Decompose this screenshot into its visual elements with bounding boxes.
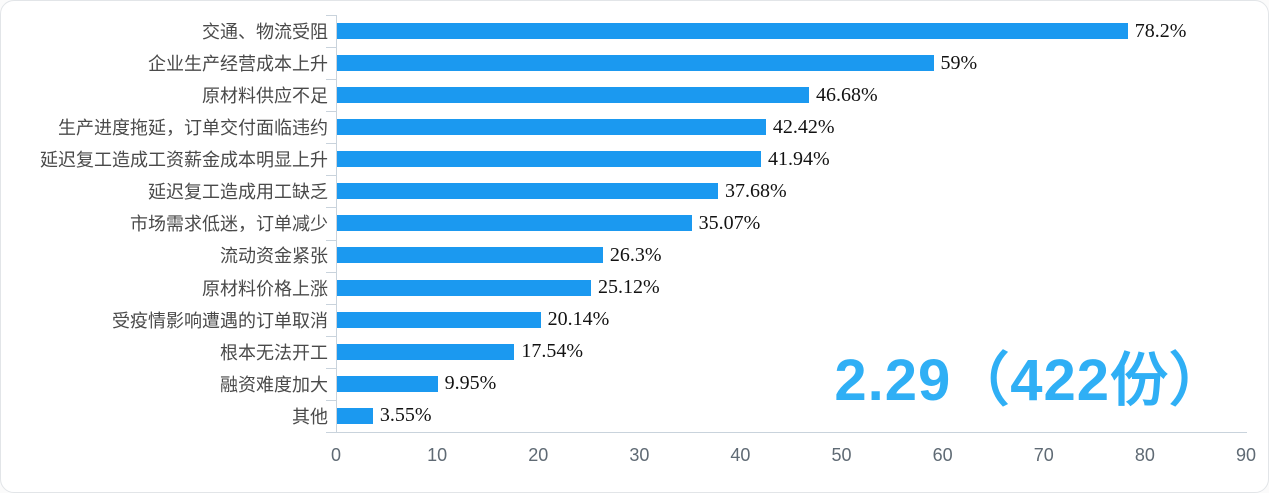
bar (337, 375, 438, 392)
x-axis-tick-label: 80 (1134, 445, 1155, 465)
y-axis-tick (326, 367, 336, 369)
category-label: 受疫情影响遭遇的订单取消 (112, 310, 328, 331)
x-axis-tick-label: 10 (427, 445, 448, 465)
y-axis-tick (326, 271, 336, 273)
bar (337, 247, 603, 264)
y-axis-tick (326, 175, 336, 177)
category-label: 根本无法开工 (220, 342, 328, 363)
bar-value-label: 17.54% (521, 340, 584, 363)
bar-chart-plot-area: 78.2% 59% 46.68% 42.42% 41.94% 37.68% 35.07% 26… (326, 15, 1247, 433)
y-axis-tick (326, 432, 336, 433)
bar-row: 59% (337, 47, 1247, 79)
bar (337, 183, 718, 200)
bar-value-label: 37.68% (724, 179, 787, 202)
bar-value-label: 46.68% (815, 83, 878, 106)
y-axis-tick (326, 239, 336, 241)
bar-row: 37.68% (337, 175, 1247, 207)
y-axis-tick (326, 143, 336, 145)
bar-value-label: 41.94% (768, 147, 830, 170)
bar-row: 42.42% (337, 111, 1247, 143)
bar (337, 55, 934, 72)
x-axis-tick-label: 30 (629, 445, 650, 465)
bar-value-label: 78.2% (1134, 19, 1187, 42)
x-axis-tick-label: 40 (730, 445, 751, 465)
category-label: 融资难度加大 (220, 374, 328, 395)
bar-value-label: 59% (940, 51, 978, 74)
y-axis-tick (326, 47, 336, 49)
bar-row: 46.68% (337, 79, 1247, 111)
x-axis-tick-label: 90 (1235, 445, 1257, 465)
bar-row: 25.12% (337, 272, 1247, 304)
bar (337, 87, 809, 104)
y-axis-tick (326, 111, 336, 113)
category-label: 交通、物流受阻 (202, 22, 328, 43)
y-axis-tick (326, 399, 336, 401)
category-label: 延迟复工造成用工缺乏 (148, 182, 328, 203)
x-axis-tick-labels: 0 10 20 30 40 50 60 70 80 90 (331, 445, 1256, 471)
category-label: 其他 (292, 406, 328, 427)
bar-value-label: 42.42% (772, 115, 835, 138)
bar-value-label: 3.55% (379, 404, 432, 427)
category-label: 延迟复工造成工资薪金成本明显上升 (40, 150, 328, 171)
bar-rows: 78.2% 59% 46.68% 42.42% 41.94% 37.68% 35.07% 26… (337, 15, 1247, 432)
bar-value-label: 26.3% (609, 243, 662, 266)
bar-row: 26.3% (337, 239, 1247, 271)
category-labels-column: 交通、物流受阻企业生产经营成本上升原材料供应不足生产进度拖延，订单交付面临违约延… (1, 15, 328, 432)
bar-value-label: 35.07% (698, 211, 761, 234)
bar (337, 151, 762, 168)
y-axis-tick (326, 335, 336, 337)
bar (337, 23, 1128, 40)
x-axis-tick-label: 70 (1033, 445, 1054, 465)
annotation-mean: 2.29（422份） (834, 348, 1228, 413)
x-axis-tick-label: 20 (528, 445, 549, 465)
bar (337, 407, 373, 424)
bar (337, 119, 766, 136)
category-label: 原材料价格上涨 (202, 278, 328, 299)
category-label: 原材料供应不足 (202, 86, 328, 107)
bar-row: 41.94% (337, 143, 1247, 175)
category-label: 生产进度拖延，订单交付面临违约 (58, 118, 328, 139)
x-axis-tick-label: 0 (330, 445, 342, 465)
bar-value-label: 25.12% (597, 276, 660, 299)
bar-row: 17.54% (337, 336, 1247, 368)
bar-value-label: 9.95% (444, 372, 497, 395)
bar-value-label: 20.14% (547, 308, 610, 331)
x-axis-tick-label: 50 (831, 445, 852, 465)
bar (337, 279, 591, 296)
bar (337, 215, 692, 232)
y-axis-tick (326, 207, 336, 209)
bar-row: 9.95% (337, 368, 1247, 400)
bar (337, 311, 541, 328)
bar (337, 343, 515, 360)
bar-row: 78.2% (337, 15, 1247, 47)
y-axis-tick (326, 303, 336, 305)
x-axis-tick-label: 60 (932, 445, 953, 465)
category-label: 市场需求低迷，订单减少 (130, 214, 328, 235)
category-label: 企业生产经营成本上升 (148, 54, 328, 75)
bar-row: 35.07% (337, 207, 1247, 239)
bar-row: 20.14% (337, 304, 1247, 336)
bar-row: 3.55% (337, 400, 1247, 432)
category-label: 流动资金紧张 (220, 246, 328, 267)
y-axis-tick (326, 79, 336, 81)
y-axis-tick (326, 15, 336, 16)
